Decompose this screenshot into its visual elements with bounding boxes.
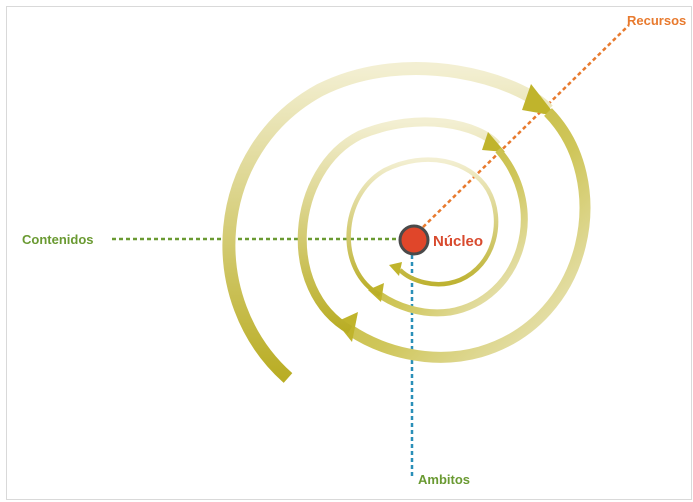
ambitos-label: Ambitos (418, 472, 470, 487)
spiral-outer-arc (222, 62, 553, 383)
contenidos-label: Contenidos (22, 232, 94, 247)
nucleus-circle (398, 224, 430, 256)
recursos-axis-line (417, 24, 630, 233)
spiral-middle-right-arc (378, 147, 528, 317)
recursos-label: Recursos (627, 13, 686, 28)
nucleus-label: Núcleo (433, 233, 483, 250)
spiral-middle-arrowhead (482, 132, 505, 152)
spiral-right-arc (346, 108, 591, 363)
spiral-inner-arc (346, 157, 499, 297)
diagram-frame (6, 6, 692, 500)
spiral-inner-arrowhead (389, 262, 402, 276)
spiral-middle-arc (297, 117, 501, 334)
spiral-outer-arrowhead (522, 84, 556, 116)
